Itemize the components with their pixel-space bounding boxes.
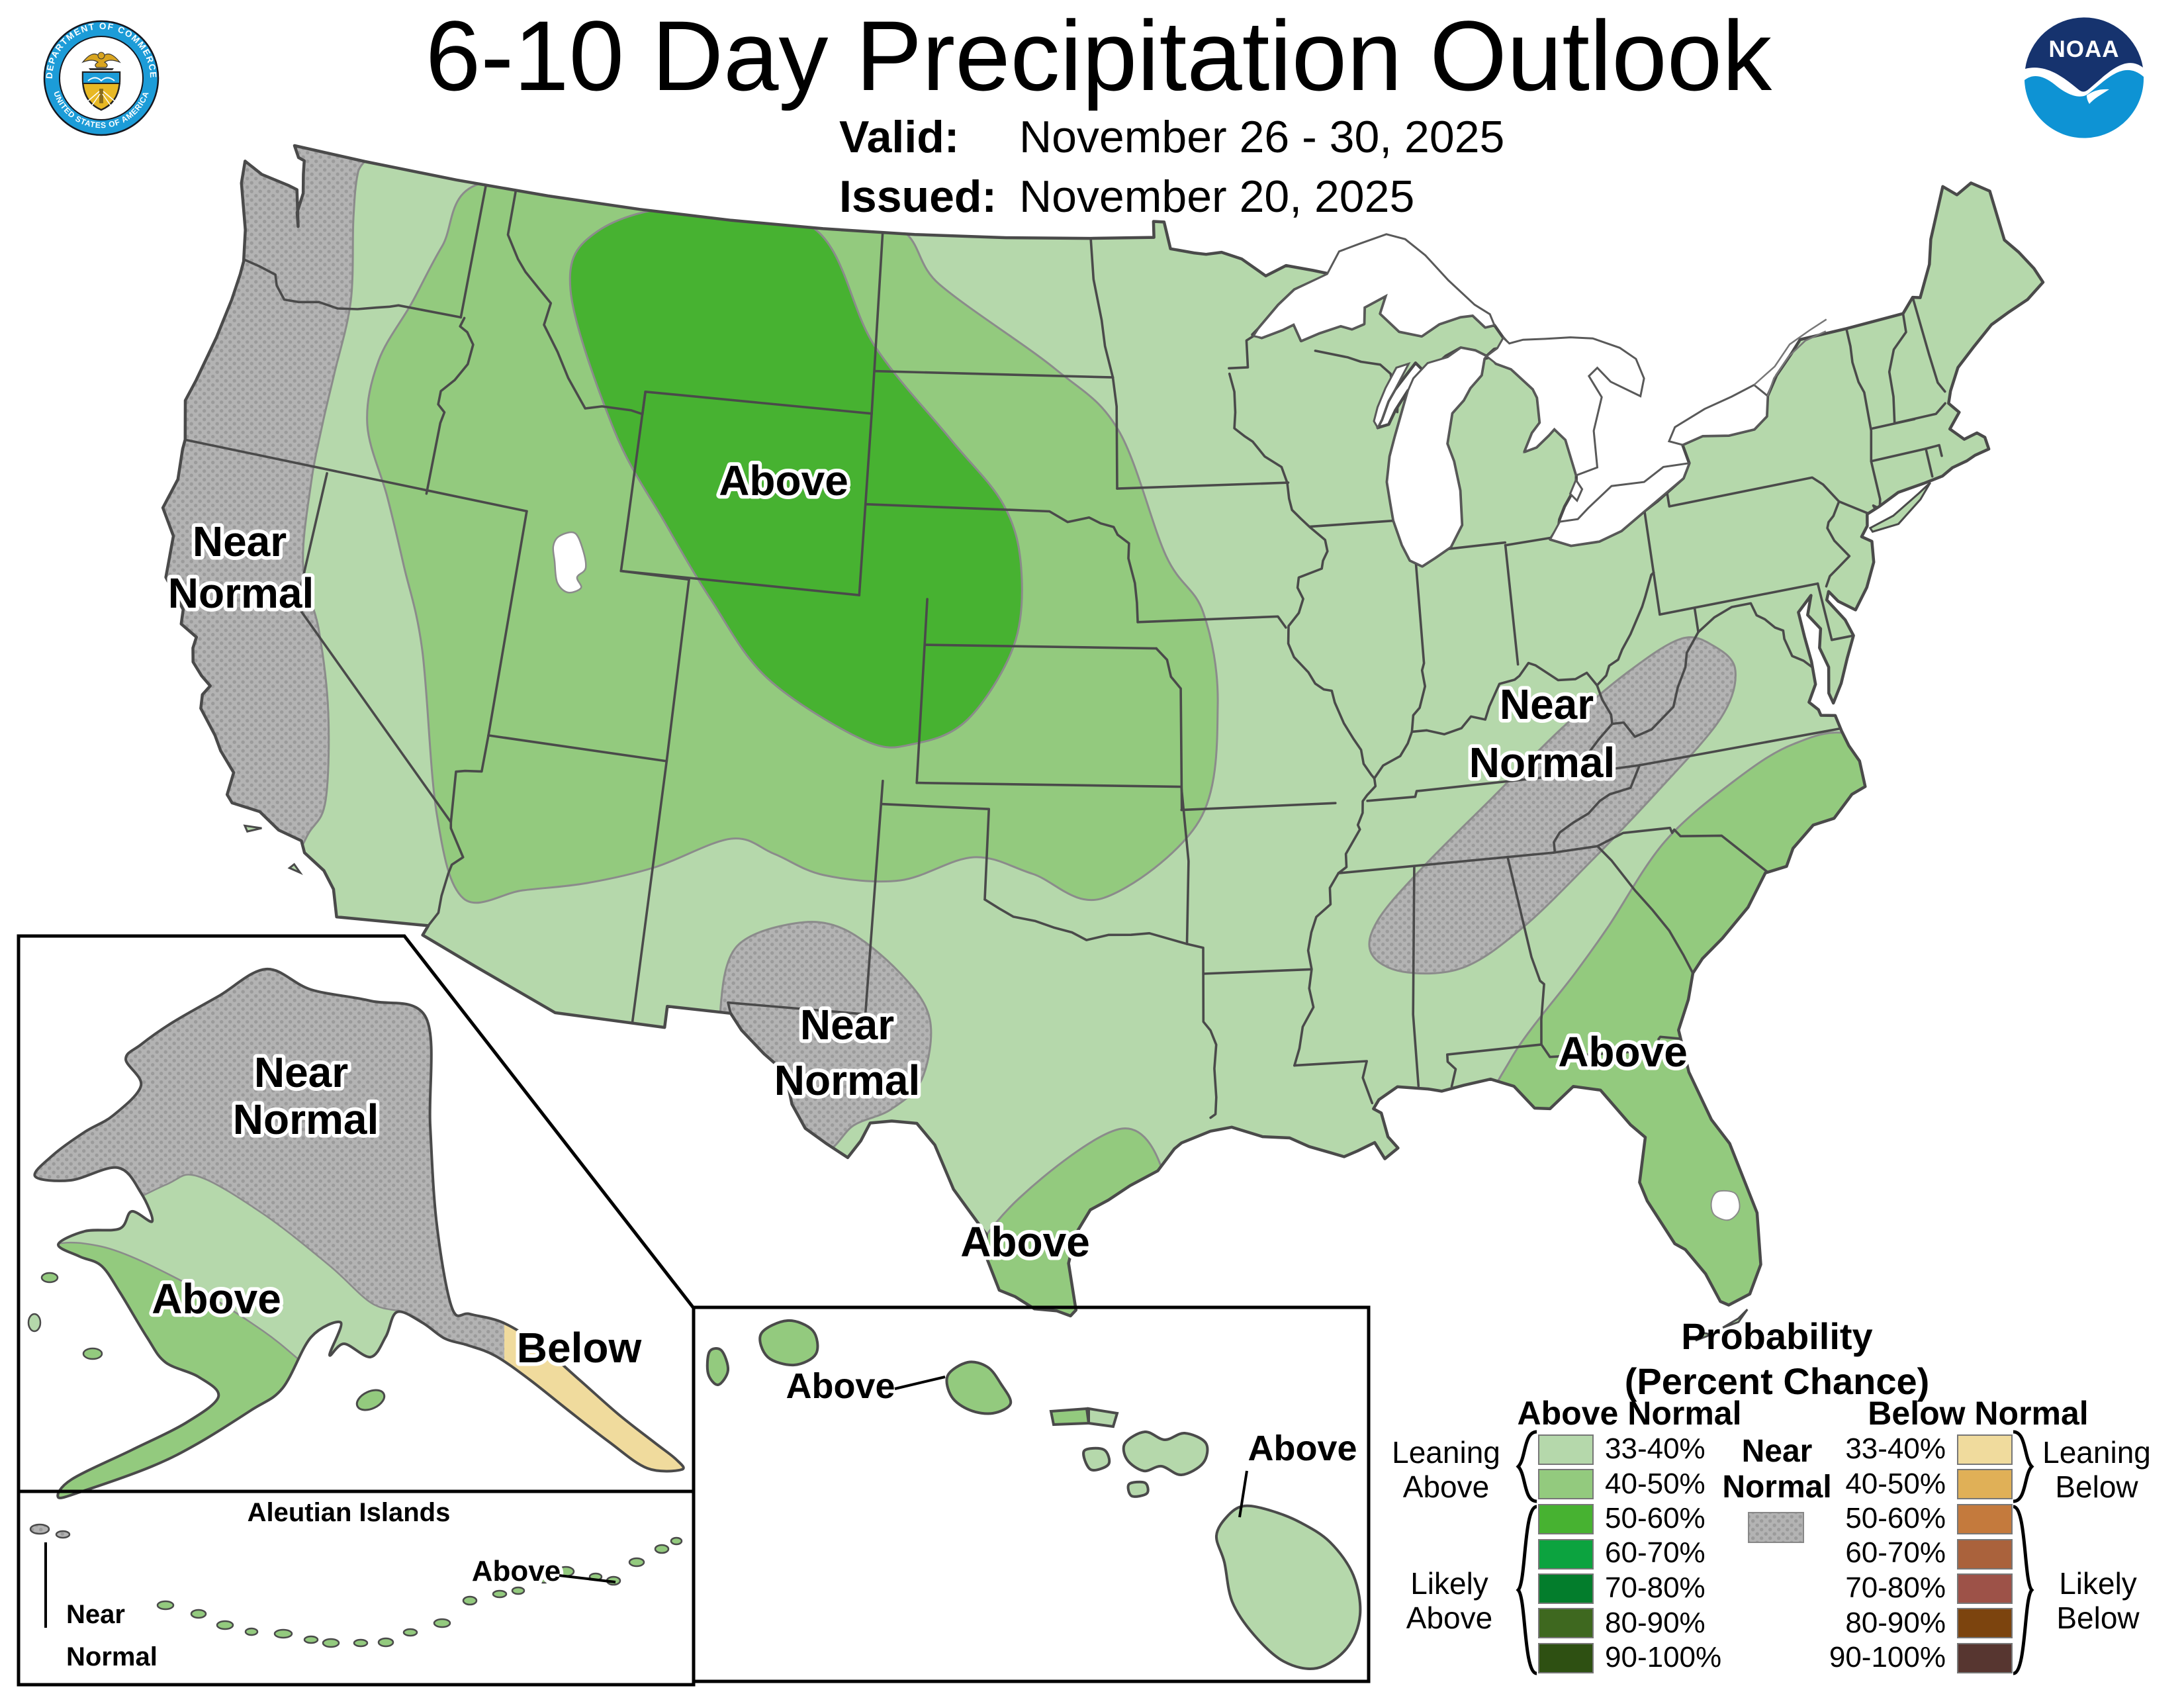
- svg-text:Probability: Probability: [1681, 1315, 1872, 1357]
- svg-text:Above: Above: [1558, 1028, 1688, 1076]
- svg-text:Below: Below: [2055, 1470, 2138, 1504]
- svg-text:Normal: Normal: [233, 1096, 379, 1143]
- svg-text:90-100%: 90-100%: [1829, 1641, 1946, 1673]
- svg-text:Aleutian Islands: Aleutian Islands: [248, 1498, 451, 1527]
- svg-text:50-60%: 50-60%: [1845, 1502, 1946, 1534]
- svg-text:Valid:: Valid:: [839, 112, 959, 162]
- svg-text:70-80%: 70-80%: [1845, 1571, 1946, 1604]
- svg-text:Near: Near: [1742, 1434, 1813, 1469]
- svg-text:Likely: Likely: [2059, 1566, 2137, 1601]
- svg-text:60-70%: 60-70%: [1605, 1536, 1706, 1569]
- svg-text:80-90%: 80-90%: [1605, 1607, 1706, 1639]
- svg-text:Above: Above: [472, 1555, 561, 1587]
- svg-text:80-90%: 80-90%: [1845, 1607, 1946, 1639]
- svg-text:Normal: Normal: [66, 1642, 158, 1671]
- svg-text:November 20, 2025: November 20, 2025: [1019, 171, 1414, 222]
- svg-text:Near: Near: [1500, 680, 1594, 728]
- svg-text:Normal: Normal: [1469, 739, 1615, 786]
- svg-text:Normal: Normal: [774, 1056, 921, 1104]
- svg-text:★: ★: [62, 74, 69, 84]
- svg-text:Above: Above: [152, 1275, 281, 1323]
- svg-text:Above: Above: [719, 457, 848, 504]
- svg-text:Above: Above: [786, 1366, 895, 1406]
- svg-text:60-70%: 60-70%: [1845, 1536, 1946, 1569]
- svg-text:Below: Below: [517, 1324, 642, 1372]
- svg-text:50-60%: 50-60%: [1605, 1502, 1706, 1534]
- svg-text:Above Normal: Above Normal: [1518, 1395, 1742, 1432]
- svg-text:(Percent Chance): (Percent Chance): [1625, 1360, 1930, 1402]
- svg-text:NOAA: NOAA: [2048, 36, 2119, 62]
- svg-text:Normal: Normal: [168, 569, 314, 617]
- svg-text:6-10 Day Precipitation Outlook: 6-10 Day Precipitation Outlook: [426, 0, 1772, 111]
- svg-text:Issued:: Issued:: [839, 171, 997, 222]
- svg-text:Leaning: Leaning: [2042, 1435, 2151, 1470]
- svg-text:November 26 - 30, 2025: November 26 - 30, 2025: [1019, 112, 1504, 162]
- svg-text:Above: Above: [1248, 1429, 1357, 1468]
- svg-text:Above: Above: [960, 1218, 1090, 1266]
- svg-text:90-100%: 90-100%: [1605, 1641, 1721, 1673]
- svg-text:Likely: Likely: [1410, 1566, 1488, 1601]
- svg-text:40-50%: 40-50%: [1845, 1468, 1946, 1500]
- svg-text:Leaning: Leaning: [1392, 1435, 1500, 1470]
- svg-text:33-40%: 33-40%: [1845, 1432, 1946, 1465]
- svg-text:Below: Below: [2056, 1601, 2140, 1635]
- svg-text:★: ★: [134, 74, 142, 84]
- svg-text:Below Normal: Below Normal: [1868, 1395, 2088, 1432]
- svg-text:Normal: Normal: [1722, 1470, 1831, 1505]
- svg-text:Above: Above: [1406, 1601, 1492, 1635]
- svg-text:Near: Near: [254, 1049, 348, 1096]
- svg-text:Above: Above: [1403, 1470, 1489, 1504]
- svg-text:70-80%: 70-80%: [1605, 1571, 1706, 1604]
- svg-text:40-50%: 40-50%: [1605, 1468, 1706, 1500]
- svg-text:Near: Near: [66, 1600, 125, 1629]
- svg-text:33-40%: 33-40%: [1605, 1432, 1706, 1465]
- svg-text:Near: Near: [193, 518, 287, 565]
- svg-text:Near: Near: [800, 1001, 894, 1049]
